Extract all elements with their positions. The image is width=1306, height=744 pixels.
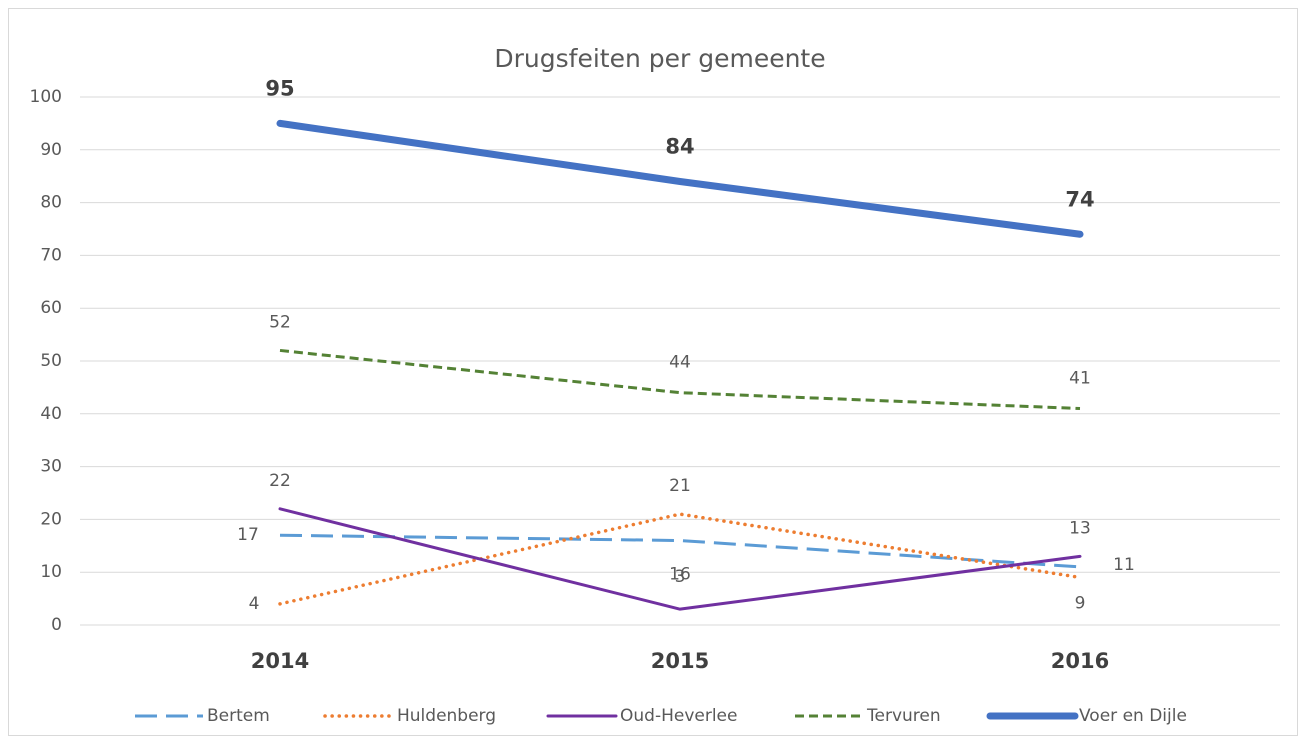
legend-label: Voer en Dijle (1079, 706, 1187, 726)
data-label: 21 (669, 476, 691, 496)
legend-label: Bertem (207, 706, 270, 726)
y-tick-label: 20 (40, 509, 62, 529)
data-label: 52 (269, 312, 291, 332)
y-tick-label: 100 (30, 87, 62, 107)
y-tick-label: 70 (40, 245, 62, 265)
series-line (276, 119, 1084, 238)
data-label: 4 (249, 594, 260, 614)
legend-label: Oud-Heverlee (620, 706, 737, 726)
chart-title: Drugsfeiten per gemeente (494, 44, 825, 73)
y-tick-label: 0 (51, 615, 62, 635)
data-label: 22 (269, 471, 291, 491)
data-label: 41 (1069, 369, 1091, 389)
data-label: 3 (675, 567, 686, 587)
series-line (279, 533, 1081, 569)
legend-label: Tervuren (866, 706, 941, 726)
x-tick-label: 2015 (651, 649, 709, 673)
chart-border (8, 8, 1298, 736)
x-tick-label: 2014 (251, 649, 309, 673)
y-tick-label: 30 (40, 457, 62, 477)
x-tick-label: 2016 (1051, 649, 1109, 673)
data-label: 13 (1069, 518, 1091, 538)
data-label: 11 (1113, 555, 1135, 575)
y-tick-label: 40 (40, 404, 62, 424)
data-label: 95 (265, 76, 294, 100)
data-label: 44 (669, 353, 691, 373)
legend-label: Huldenberg (397, 706, 496, 726)
data-label: 9 (1075, 593, 1086, 613)
y-tick-label: 90 (40, 140, 62, 160)
y-tick-label: 10 (40, 562, 62, 582)
data-label: 16 (669, 565, 691, 585)
series-line (278, 507, 1082, 611)
y-tick-label: 50 (40, 351, 62, 371)
y-tick-label: 80 (40, 193, 62, 213)
data-label: 17 (237, 525, 259, 545)
series-line (279, 348, 1081, 411)
series-line (278, 512, 1082, 606)
y-tick-label: 60 (40, 298, 62, 318)
data-label: 84 (665, 134, 694, 158)
data-label: 74 (1065, 187, 1094, 211)
